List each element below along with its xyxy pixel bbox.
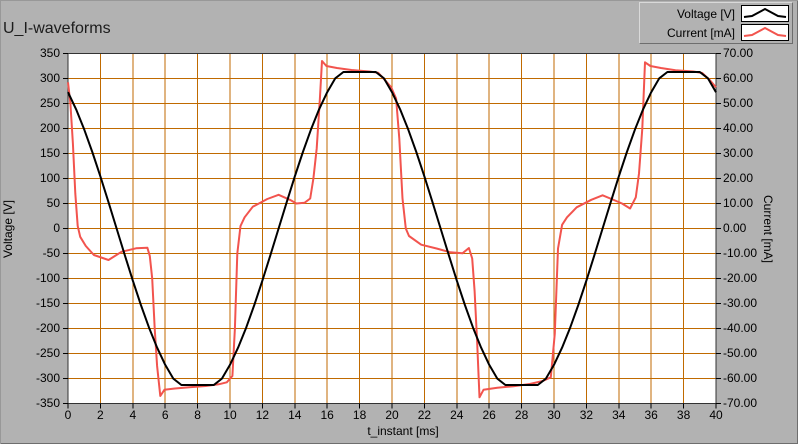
tick-label: 50.00	[723, 95, 754, 110]
tick-label: 8	[194, 407, 201, 422]
tick-label: 28	[514, 407, 529, 422]
tick-label: 14	[288, 407, 302, 422]
tick-label: -20.00	[723, 270, 758, 285]
tick-label: 70.00	[723, 45, 754, 60]
tick-label: -100	[35, 270, 60, 285]
tick-label: 2	[97, 407, 104, 422]
y-right-axis-title: Current [mA]	[761, 194, 775, 263]
tick-label: 40.00	[723, 120, 754, 135]
current-line-sample-icon[interactable]	[741, 24, 789, 41]
tick-label: 100	[39, 170, 60, 185]
tick-label: 12	[255, 407, 270, 422]
tick-label: -60.00	[723, 370, 758, 385]
tick-label: -10.00	[723, 245, 758, 260]
tick-label: 26	[482, 407, 496, 422]
tick-label: -250	[35, 345, 60, 360]
tick-label: 50	[46, 195, 60, 210]
legend-label-voltage: Voltage [V]	[676, 6, 735, 21]
tick-label: 36	[644, 407, 658, 422]
y-left-axis-title: Voltage [V]	[1, 199, 15, 259]
x-axis-title: t_instant [ms]	[367, 424, 439, 438]
legend-label-current: Current [mA]	[666, 25, 735, 40]
tick-label: 0	[53, 220, 60, 235]
tick-label: -30.00	[723, 295, 758, 310]
chart-legend: Voltage [V] Current [mA]	[639, 2, 793, 44]
tick-label: -70.00	[723, 395, 758, 410]
tick-label: 4	[129, 407, 137, 422]
tick-label: -200	[35, 320, 60, 335]
tick-label: 10	[223, 407, 237, 422]
tick-label: 22	[417, 407, 432, 422]
legend-item-voltage[interactable]: Voltage [V]	[643, 4, 789, 23]
tick-label: 16	[320, 407, 334, 422]
tick-label: 200	[39, 120, 60, 135]
tick-label: -350	[35, 395, 60, 410]
tick-label: -50	[42, 245, 60, 260]
tick-label: 10.00	[723, 195, 754, 210]
tick-label: -150	[35, 295, 60, 310]
tick-label: 60.00	[723, 70, 754, 85]
tick-label: 6	[161, 407, 169, 422]
tick-label: 38	[676, 407, 691, 422]
voltage-line-sample-icon[interactable]	[741, 5, 789, 22]
tick-label: 30	[547, 407, 561, 422]
tick-label: 300	[39, 70, 60, 85]
tick-label: 40	[709, 407, 723, 422]
tick-label: 24	[450, 407, 464, 422]
legend-item-current[interactable]: Current [mA]	[643, 23, 789, 42]
tick-label: 0	[64, 407, 72, 422]
tick-label: 30.00	[723, 145, 754, 160]
tick-label: 20	[385, 407, 399, 422]
page-title: U_I-waveforms	[3, 20, 111, 37]
tick-label: 350	[39, 45, 60, 60]
tick-label: 34	[612, 407, 626, 422]
tick-label: 150	[39, 145, 60, 160]
tick-label: -300	[35, 370, 60, 385]
tick-label: 250	[39, 95, 60, 110]
tick-label: -40.00	[723, 320, 758, 335]
tick-label: 32	[579, 407, 594, 422]
tick-label: 20.00	[723, 170, 754, 185]
tick-label: 18	[352, 407, 367, 422]
tick-label: -50.00	[723, 345, 758, 360]
voltage-trace	[67, 71, 717, 386]
tick-label: 0.00	[723, 220, 747, 235]
